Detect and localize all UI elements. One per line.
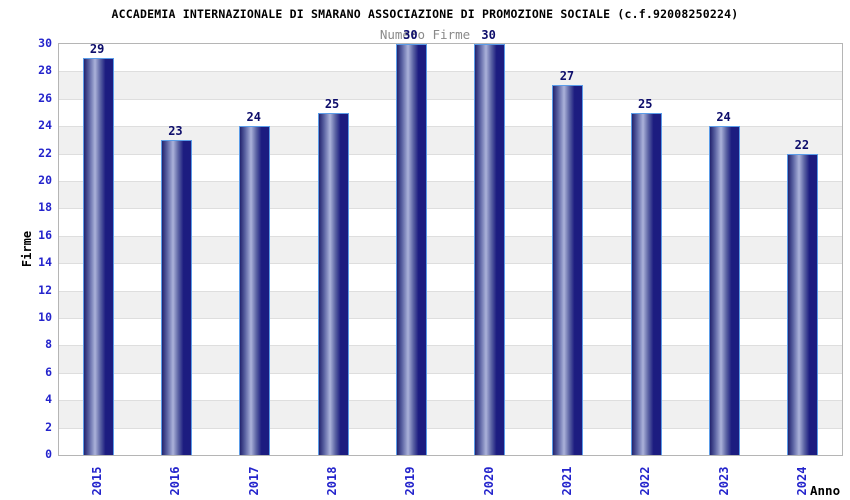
y-tick-label: 20 (38, 173, 52, 187)
gridline (59, 181, 842, 182)
y-tick-label: 4 (45, 392, 52, 407)
y-tick-label: 6 (45, 364, 52, 379)
gridline (59, 400, 842, 402)
bar-value-label: 24 (246, 110, 261, 125)
y-tick-label: 26 (38, 90, 52, 105)
x-tick-label-2022: 2022 (638, 466, 653, 496)
y-tick-label: 14 (38, 255, 52, 270)
bar-value-label: 25 (638, 96, 653, 111)
y-tick-label: 0 (45, 447, 52, 461)
bar-value-label: 27 (559, 69, 575, 84)
gridline (59, 208, 842, 210)
gridline (59, 263, 842, 265)
y-tick-label: 10 (38, 310, 52, 324)
bar-2020 (474, 44, 506, 455)
bar-2023 (709, 126, 741, 455)
bar-2017 (239, 126, 271, 455)
y-tick-label: 8 (45, 337, 52, 352)
bar-value-label: 23 (168, 123, 183, 138)
y-tick-label: 24 (38, 118, 52, 133)
x-tick-label-2015: 2015 (90, 466, 105, 496)
bar-2015 (82, 57, 114, 455)
x-tick-label-2019: 2019 (403, 466, 418, 496)
x-tick-label-2017: 2017 (246, 466, 261, 496)
gridline (59, 372, 842, 374)
bar-value-label: 24 (716, 110, 731, 125)
plot-area (58, 43, 843, 456)
gridline (59, 290, 842, 292)
y-tick-label: 30 (38, 36, 52, 50)
gridline (59, 98, 842, 100)
background-band (59, 98, 842, 127)
bar-value-label: 25 (324, 96, 340, 111)
gridline (59, 427, 842, 429)
background-band (59, 44, 842, 72)
bar-2018 (317, 112, 349, 455)
bar-value-label: 30 (403, 28, 418, 42)
background-band (59, 71, 842, 99)
chart-subtitle: Numero Firme (379, 27, 471, 42)
gridline (59, 318, 842, 319)
bar-2024 (787, 153, 819, 455)
y-tick-label: 28 (38, 63, 52, 78)
gridline (59, 235, 842, 237)
bar-value-label: 30 (481, 28, 496, 42)
bar-2021 (552, 85, 584, 455)
x-tick-label-2023: 2023 (716, 466, 731, 496)
bar-value-label: 29 (89, 41, 105, 56)
bar-2016 (160, 139, 192, 455)
y-tick-label: 2 (45, 419, 52, 434)
gridline (59, 153, 842, 155)
x-tick-label-2020: 2020 (481, 466, 496, 496)
gridline (59, 71, 842, 73)
x-axis-title: Anno (810, 483, 841, 498)
gridline (59, 345, 842, 347)
x-tick-label-2021: 2021 (559, 466, 574, 496)
gridline (59, 126, 842, 128)
x-tick-label-2016: 2016 (168, 466, 183, 496)
bar-2022 (630, 112, 662, 455)
x-tick-label-2024: 2024 (794, 466, 809, 496)
y-tick-label: 12 (38, 282, 52, 297)
bar-value-label: 22 (794, 137, 810, 152)
bar-2019 (395, 44, 427, 455)
chart-title: ACCADEMIA INTERNAZIONALE DI SMARANO ASSO… (111, 7, 739, 21)
x-tick-label-2018: 2018 (325, 466, 340, 496)
y-tick-label: 18 (38, 200, 52, 215)
y-tick-label: 22 (38, 145, 52, 160)
y-tick-label: 16 (38, 227, 52, 242)
